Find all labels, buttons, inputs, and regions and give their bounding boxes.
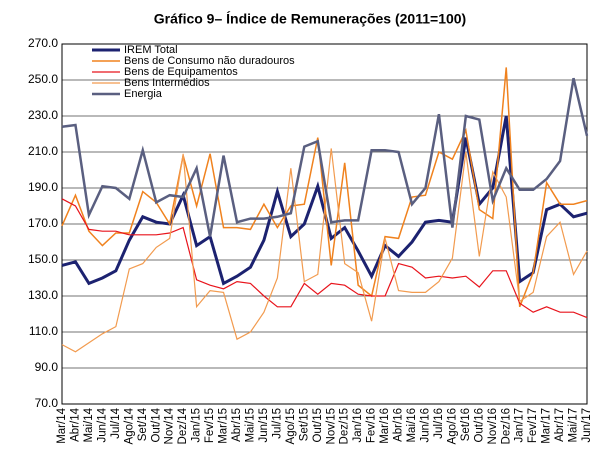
legend-label: Bens de Equipamentos	[124, 66, 238, 78]
x-tick-label: Mai/14	[83, 407, 95, 442]
x-tick-label: Jun/14	[96, 407, 108, 442]
x-tick-label: Jul/14	[110, 407, 122, 438]
x-tick-label: Mar/17	[541, 408, 553, 444]
x-tick-label: Out/15	[312, 408, 324, 443]
x-tick-label: Jun/16	[419, 408, 431, 443]
x-tick-label: Out/14	[150, 407, 162, 442]
x-tick-label: Set/16	[460, 408, 472, 441]
x-tick-label: Jan/16	[352, 408, 364, 443]
y-tick-label: 90.0	[35, 360, 59, 374]
x-tick-label: Jun/17	[581, 408, 593, 443]
x-tick-label: Nov/14	[164, 407, 176, 444]
y-tick-label: 150.0	[28, 252, 58, 266]
x-tick-label: Jul/16	[433, 408, 445, 439]
x-tick-label: Mar/16	[379, 408, 391, 444]
x-tick-label: Mar/14	[56, 407, 68, 443]
x-tick-label: Jan/15	[191, 408, 203, 443]
x-tick-label: Abr/14	[69, 407, 81, 441]
x-tick-label: Mar/15	[218, 408, 230, 444]
x-tick-label: Set/14	[137, 407, 149, 441]
x-tick-label: Mai/15	[244, 408, 256, 443]
y-tick-label: 230.0	[28, 108, 58, 122]
y-tick-label: 190.0	[28, 180, 58, 194]
legend-label: Energia	[124, 88, 163, 100]
y-tick-label: 210.0	[28, 144, 58, 158]
x-tick-label: Dez/14	[177, 407, 189, 444]
x-tick-label: Fev/15	[204, 408, 216, 443]
x-tick-label: Out/16	[473, 408, 485, 443]
x-tick-label: Abr/15	[231, 408, 243, 442]
series-line	[61, 77, 589, 237]
x-tick-label: Nov/16	[487, 408, 499, 444]
y-tick-label: 110.0	[29, 324, 58, 338]
x-tick-label: Fev/17	[527, 408, 539, 443]
x-tick-label: Jul/15	[271, 408, 283, 439]
x-tick-label: Ago/16	[446, 408, 458, 444]
x-tick-label: Jun/15	[258, 408, 270, 443]
x-tick-label: Set/15	[298, 408, 310, 441]
x-tick-label: Mai/17	[568, 408, 580, 443]
x-tick-label: Abr/17	[554, 408, 566, 442]
series-line	[61, 67, 588, 308]
y-tick-label: 130.0	[28, 288, 58, 302]
legend-label: Bens Intermédios	[124, 77, 210, 89]
series-line	[61, 198, 588, 319]
legend-label: Bens de Consumo não duradouros	[124, 55, 295, 67]
x-tick-label: Ago/15	[285, 408, 297, 444]
x-tick-label: Abr/16	[393, 408, 405, 442]
x-tick-label: Jan/17	[514, 408, 526, 443]
x-tick-label: Dez/15	[339, 408, 351, 444]
legend-label: IREM Total	[124, 44, 178, 56]
chart-title: Gráfico 9– Índice de Remunerações (2011=…	[154, 11, 466, 27]
x-tick-label: Nov/15	[325, 408, 337, 444]
x-tick-label: Dez/16	[500, 408, 512, 444]
y-tick-label: 250.0	[28, 72, 58, 86]
x-tick-label: Ago/14	[123, 407, 135, 444]
x-tick-label: Fev/16	[366, 408, 378, 443]
y-tick-label: 170.0	[28, 216, 58, 230]
x-tick-label: Mai/16	[406, 408, 418, 443]
y-tick-label: 70.0	[35, 396, 59, 410]
y-tick-label: 270.0	[28, 36, 58, 50]
